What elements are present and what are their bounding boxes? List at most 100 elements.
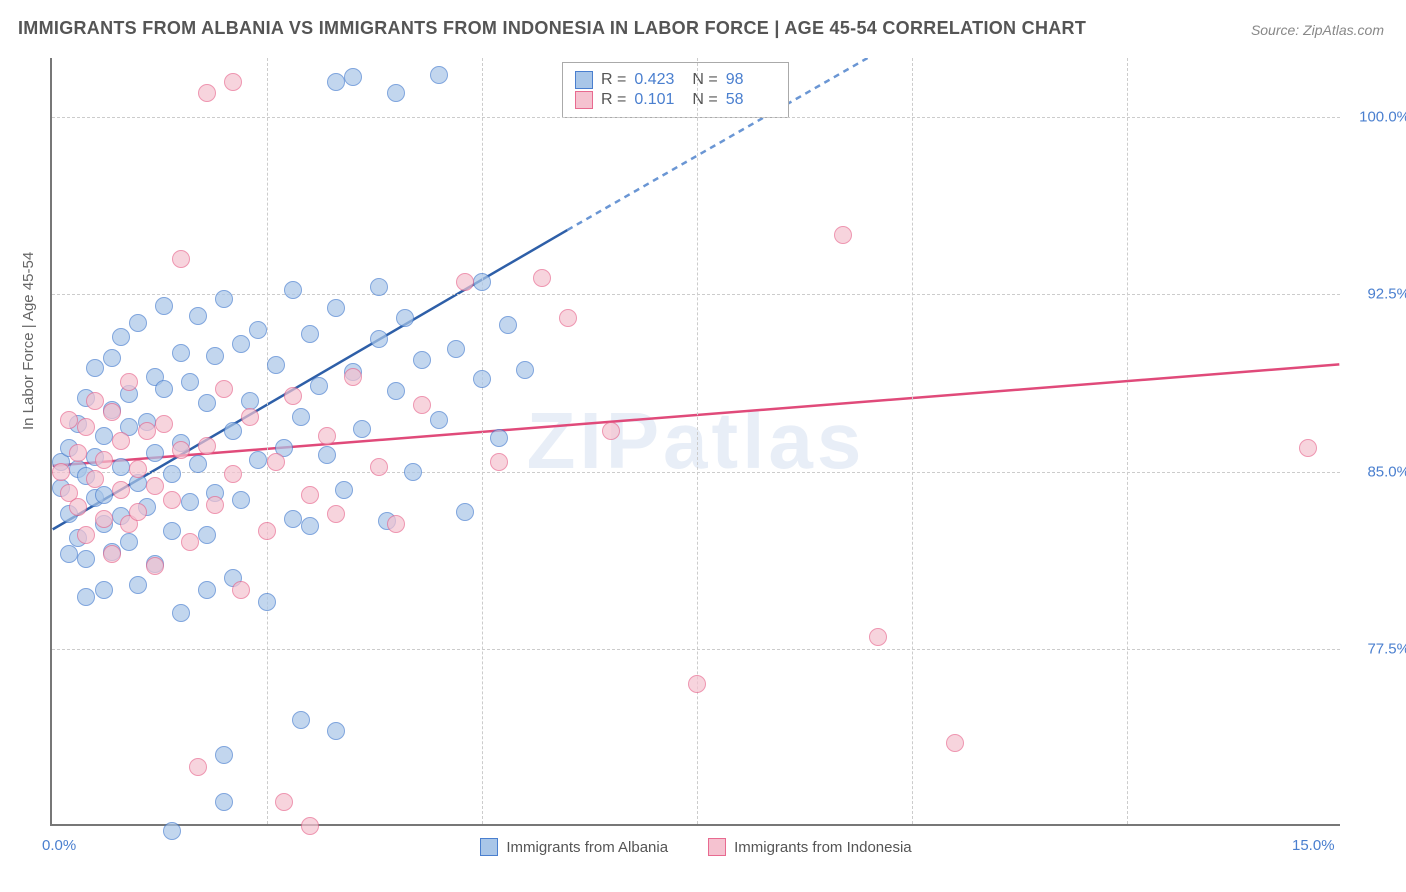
- datapoint-indonesia[interactable]: [258, 522, 276, 540]
- datapoint-albania[interactable]: [215, 793, 233, 811]
- datapoint-indonesia[interactable]: [370, 458, 388, 476]
- datapoint-albania[interactable]: [413, 351, 431, 369]
- datapoint-indonesia[interactable]: [129, 503, 147, 521]
- datapoint-indonesia[interactable]: [1299, 439, 1317, 457]
- datapoint-albania[interactable]: [215, 746, 233, 764]
- datapoint-indonesia[interactable]: [77, 418, 95, 436]
- legend-item-albania[interactable]: Immigrants from Albania: [480, 838, 668, 856]
- datapoint-indonesia[interactable]: [387, 515, 405, 533]
- datapoint-indonesia[interactable]: [60, 411, 78, 429]
- datapoint-albania[interactable]: [387, 84, 405, 102]
- datapoint-indonesia[interactable]: [129, 460, 147, 478]
- datapoint-indonesia[interactable]: [834, 226, 852, 244]
- datapoint-indonesia[interactable]: [413, 396, 431, 414]
- datapoint-albania[interactable]: [198, 526, 216, 544]
- datapoint-albania[interactable]: [163, 522, 181, 540]
- datapoint-albania[interactable]: [155, 297, 173, 315]
- datapoint-albania[interactable]: [387, 382, 405, 400]
- datapoint-albania[interactable]: [473, 370, 491, 388]
- datapoint-albania[interactable]: [172, 344, 190, 362]
- datapoint-albania[interactable]: [430, 411, 448, 429]
- datapoint-albania[interactable]: [146, 444, 164, 462]
- datapoint-albania[interactable]: [335, 481, 353, 499]
- datapoint-indonesia[interactable]: [224, 465, 242, 483]
- datapoint-albania[interactable]: [163, 822, 181, 840]
- datapoint-albania[interactable]: [163, 465, 181, 483]
- datapoint-albania[interactable]: [86, 359, 104, 377]
- datapoint-albania[interactable]: [284, 281, 302, 299]
- datapoint-indonesia[interactable]: [172, 250, 190, 268]
- datapoint-albania[interactable]: [215, 290, 233, 308]
- datapoint-albania[interactable]: [224, 422, 242, 440]
- datapoint-albania[interactable]: [112, 458, 130, 476]
- datapoint-albania[interactable]: [318, 446, 336, 464]
- datapoint-indonesia[interactable]: [95, 510, 113, 528]
- datapoint-indonesia[interactable]: [95, 451, 113, 469]
- datapoint-albania[interactable]: [181, 373, 199, 391]
- datapoint-albania[interactable]: [129, 576, 147, 594]
- datapoint-albania[interactable]: [95, 581, 113, 599]
- datapoint-indonesia[interactable]: [241, 408, 259, 426]
- datapoint-albania[interactable]: [206, 347, 224, 365]
- datapoint-albania[interactable]: [77, 550, 95, 568]
- datapoint-albania[interactable]: [129, 314, 147, 332]
- datapoint-albania[interactable]: [327, 722, 345, 740]
- datapoint-indonesia[interactable]: [267, 453, 285, 471]
- datapoint-indonesia[interactable]: [69, 498, 87, 516]
- datapoint-albania[interactable]: [77, 588, 95, 606]
- datapoint-indonesia[interactable]: [120, 373, 138, 391]
- datapoint-indonesia[interactable]: [301, 817, 319, 835]
- datapoint-indonesia[interactable]: [206, 496, 224, 514]
- datapoint-indonesia[interactable]: [155, 415, 173, 433]
- datapoint-indonesia[interactable]: [456, 273, 474, 291]
- datapoint-indonesia[interactable]: [602, 422, 620, 440]
- datapoint-albania[interactable]: [198, 394, 216, 412]
- datapoint-indonesia[interactable]: [69, 444, 87, 462]
- datapoint-albania[interactable]: [95, 427, 113, 445]
- datapoint-indonesia[interactable]: [189, 758, 207, 776]
- datapoint-albania[interactable]: [327, 73, 345, 91]
- datapoint-albania[interactable]: [327, 299, 345, 317]
- datapoint-albania[interactable]: [198, 581, 216, 599]
- datapoint-albania[interactable]: [516, 361, 534, 379]
- datapoint-albania[interactable]: [490, 429, 508, 447]
- datapoint-albania[interactable]: [103, 349, 121, 367]
- datapoint-indonesia[interactable]: [490, 453, 508, 471]
- datapoint-albania[interactable]: [344, 68, 362, 86]
- datapoint-indonesia[interactable]: [688, 675, 706, 693]
- datapoint-albania[interactable]: [430, 66, 448, 84]
- datapoint-albania[interactable]: [370, 330, 388, 348]
- datapoint-indonesia[interactable]: [172, 441, 190, 459]
- datapoint-indonesia[interactable]: [301, 486, 319, 504]
- datapoint-albania[interactable]: [447, 340, 465, 358]
- datapoint-indonesia[interactable]: [103, 545, 121, 563]
- datapoint-albania[interactable]: [232, 491, 250, 509]
- datapoint-albania[interactable]: [181, 493, 199, 511]
- datapoint-albania[interactable]: [112, 328, 130, 346]
- datapoint-albania[interactable]: [189, 455, 207, 473]
- datapoint-albania[interactable]: [456, 503, 474, 521]
- datapoint-indonesia[interactable]: [103, 403, 121, 421]
- datapoint-indonesia[interactable]: [327, 505, 345, 523]
- datapoint-indonesia[interactable]: [559, 309, 577, 327]
- datapoint-indonesia[interactable]: [344, 368, 362, 386]
- datapoint-albania[interactable]: [189, 307, 207, 325]
- datapoint-albania[interactable]: [172, 604, 190, 622]
- source-link[interactable]: Source: ZipAtlas.com: [1251, 22, 1384, 38]
- datapoint-indonesia[interactable]: [533, 269, 551, 287]
- datapoint-albania[interactable]: [60, 545, 78, 563]
- datapoint-indonesia[interactable]: [215, 380, 233, 398]
- datapoint-albania[interactable]: [396, 309, 414, 327]
- datapoint-indonesia[interactable]: [112, 481, 130, 499]
- datapoint-albania[interactable]: [473, 273, 491, 291]
- datapoint-albania[interactable]: [353, 420, 371, 438]
- datapoint-albania[interactable]: [249, 321, 267, 339]
- datapoint-albania[interactable]: [292, 711, 310, 729]
- datapoint-indonesia[interactable]: [198, 84, 216, 102]
- datapoint-indonesia[interactable]: [77, 526, 95, 544]
- datapoint-indonesia[interactable]: [86, 470, 104, 488]
- datapoint-albania[interactable]: [310, 377, 328, 395]
- datapoint-indonesia[interactable]: [146, 477, 164, 495]
- datapoint-indonesia[interactable]: [869, 628, 887, 646]
- datapoint-indonesia[interactable]: [284, 387, 302, 405]
